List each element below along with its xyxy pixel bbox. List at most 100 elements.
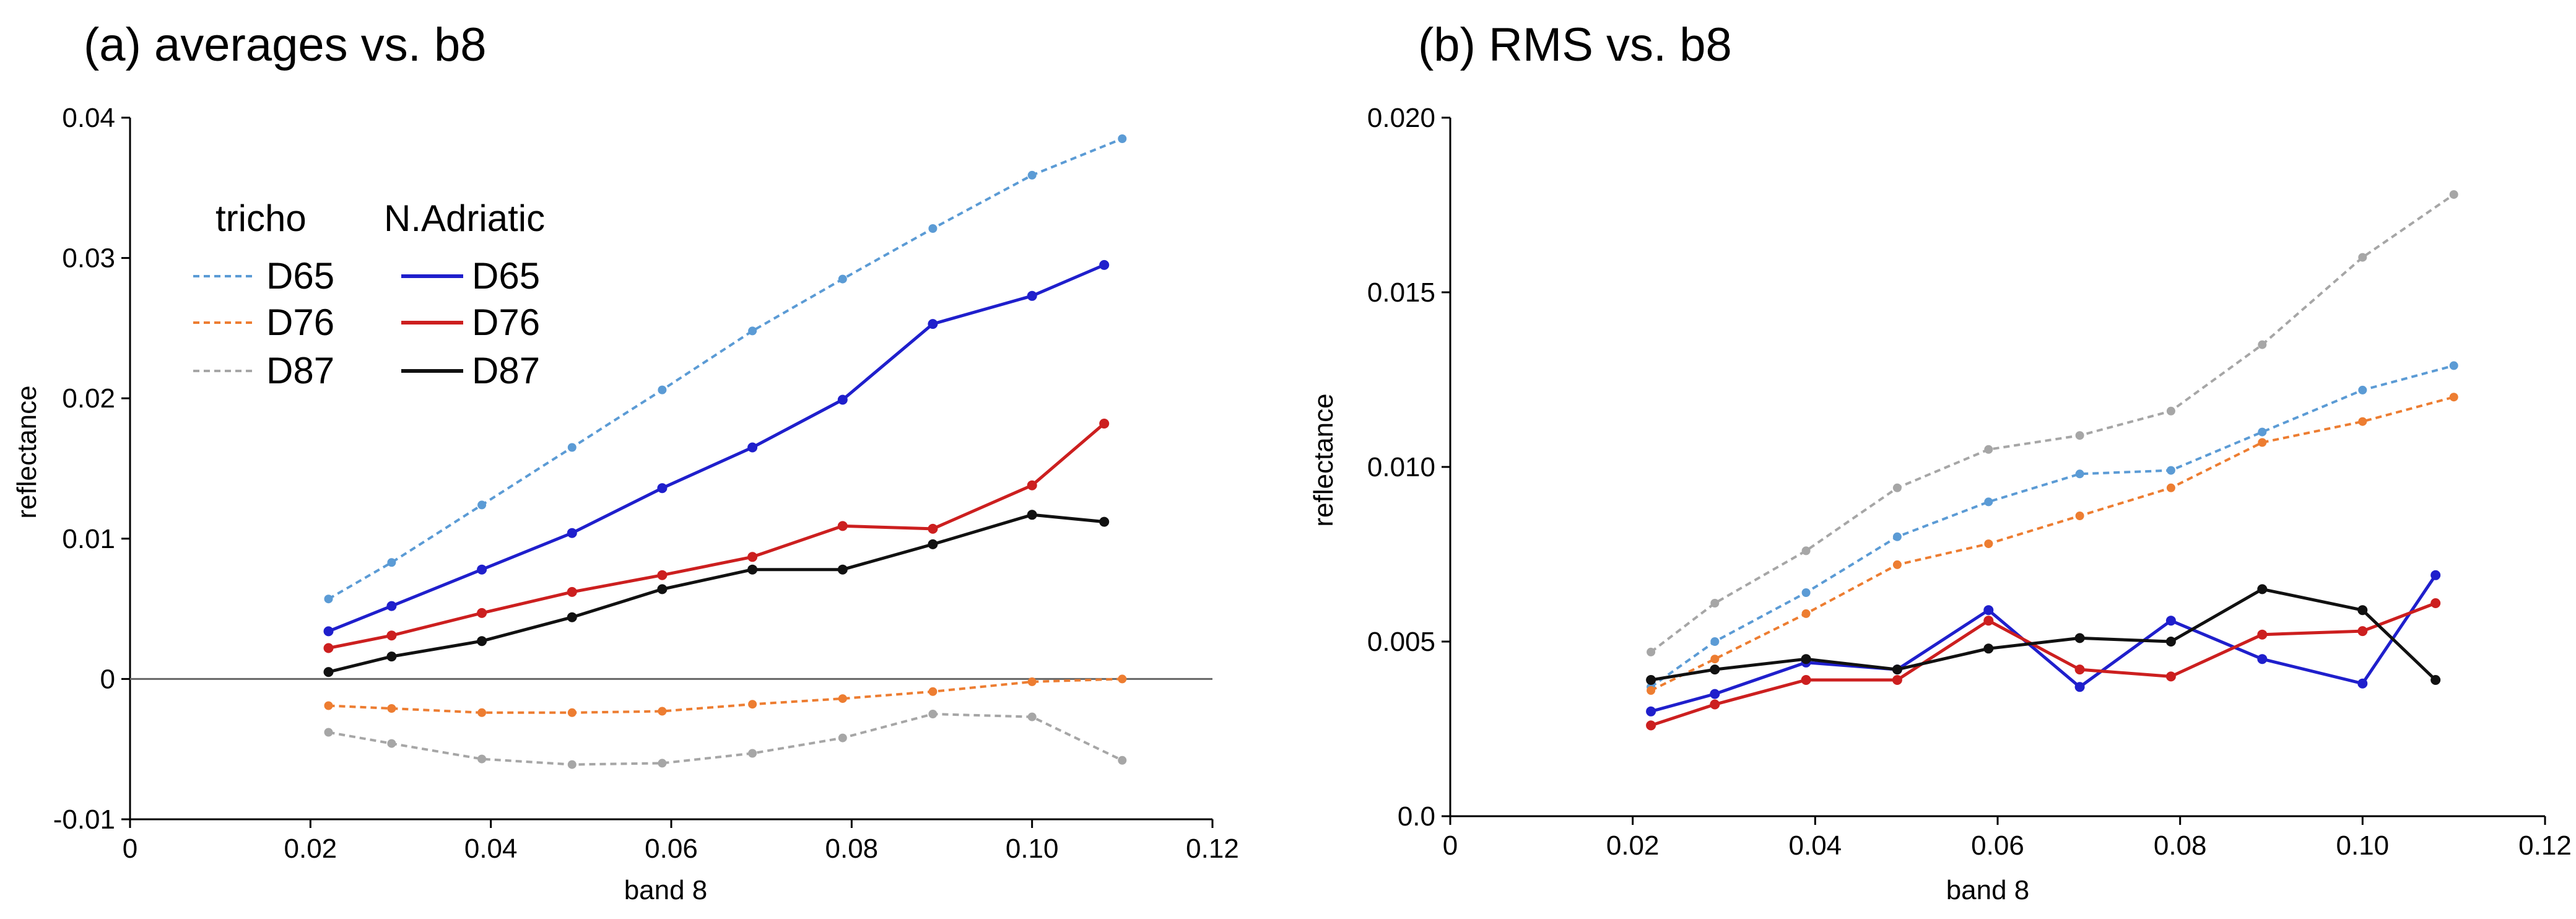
panel-a-point-n-adriatic-d76 — [477, 608, 487, 618]
panel-a-y-axis-label: reflectance — [12, 385, 42, 518]
panel-b-point-n-adriatic-d87 — [1983, 643, 1994, 654]
panel-b-point-tricho-d76 — [1710, 655, 1720, 664]
panel-a-point-n-adriatic-d87 — [928, 539, 938, 549]
panel-b-point-n-adriatic-d87 — [1801, 654, 1811, 664]
panel-b-point-n-adriatic-d76 — [2357, 626, 2368, 637]
panel-b-point-tricho-d76 — [2166, 483, 2175, 492]
panel-b-point-tricho-d65 — [1710, 637, 1720, 646]
panel-b-point-tricho-d87 — [2166, 406, 2175, 416]
panel-b-point-tricho-d76 — [2449, 393, 2458, 402]
panel-b-x-tick-label: 0.02 — [1606, 830, 1660, 861]
panel-b-point-n-adriatic-d87 — [2430, 675, 2441, 685]
panel-a-point-tricho-d76 — [1027, 677, 1037, 686]
panel-b-point-n-adriatic-d87 — [1710, 664, 1720, 675]
panel-b-point-tricho-d76 — [1984, 539, 1993, 549]
panel-b-point-n-adriatic-d87 — [1646, 675, 1656, 685]
panel-b-point-n-adriatic-d65 — [1983, 605, 1994, 616]
panel-a-line-tricho-d76 — [328, 677, 1123, 714]
panel-a-x-tick-label: 0.04 — [464, 834, 518, 864]
panel-a-line-tricho-d65 — [328, 137, 1123, 600]
panel-a-x-axis-label: band 8 — [624, 875, 708, 905]
panel-a-x-tick-label: 0 — [123, 834, 137, 864]
panel-a-x-tick-label: 0.02 — [284, 834, 337, 864]
panel-b-point-n-adriatic-d76 — [1710, 699, 1720, 710]
panel-a-point-n-adriatic-d76 — [386, 630, 397, 641]
panel-b-point-tricho-d65 — [2449, 361, 2458, 370]
panel-a-x-tick-label: 0.08 — [825, 834, 879, 864]
legend-label-nadriatic-d65: D65 — [472, 255, 540, 297]
panel-a-point-tricho-d76 — [838, 694, 847, 703]
panel-b-point-n-adriatic-d87 — [2357, 605, 2368, 616]
panel-a-point-tricho-d65 — [1118, 134, 1127, 143]
panel-a-point-n-adriatic-d65 — [837, 394, 848, 405]
panel-b-point-n-adriatic-d87 — [1892, 664, 1902, 675]
panel-b-point-n-adriatic-d76 — [1983, 616, 1994, 626]
panel-b-point-n-adriatic-d65 — [2430, 570, 2441, 580]
panel-b-point-n-adriatic-d65 — [2357, 678, 2368, 689]
panel-a-title: (a) averages vs. b8 — [84, 19, 487, 71]
panel-rms: (b) RMS vs. b8 band 8 reflectance 0.00.0… — [1308, 19, 2572, 905]
panel-b-point-n-adriatic-d87 — [2257, 584, 2268, 595]
panel-a-point-tricho-d87 — [748, 749, 757, 758]
panel-a-point-n-adriatic-d76 — [567, 586, 577, 597]
legend-title-nadriatic: N.Adriatic — [384, 198, 545, 239]
panel-a-point-tricho-d87 — [324, 728, 333, 737]
panel-b-point-n-adriatic-d65 — [2257, 654, 2268, 664]
panel-b-point-tricho-d65 — [1892, 532, 1902, 541]
panel-a-point-n-adriatic-d65 — [928, 319, 938, 329]
panel-b-point-n-adriatic-d76 — [2257, 629, 2268, 640]
panel-b-x-axis-label: band 8 — [1946, 875, 2030, 905]
panel-a-y-tick-label: 0.03 — [62, 243, 115, 274]
panel-a-point-tricho-d87 — [477, 754, 487, 764]
panel-b-point-tricho-d87 — [1801, 546, 1811, 555]
panel-a-point-n-adriatic-d76 — [837, 521, 848, 531]
panel-a-point-n-adriatic-d65 — [386, 601, 397, 611]
panel-b-point-n-adriatic-d76 — [2430, 598, 2441, 608]
panel-a-x-tick-label: 0.06 — [645, 834, 698, 864]
panel-b-point-tricho-d87 — [1710, 599, 1720, 608]
panel-a-point-n-adriatic-d87 — [477, 636, 487, 647]
panel-a-axes: -0.01 0 0.01 0.02 0.03 0.04 0 0.02 0.04 0.06 0.08 0… — [53, 103, 1239, 864]
panel-b-point-n-adriatic-d76 — [1892, 675, 1902, 685]
panel-b-point-tricho-d76 — [2358, 417, 2367, 426]
panel-b-line-tricho-d65 — [1650, 364, 2455, 688]
panel-a-point-n-adriatic-d87 — [747, 564, 758, 575]
legend-title-tricho: tricho — [215, 198, 307, 239]
legend-label-tricho-d76: D76 — [266, 302, 334, 343]
panel-a-point-tricho-d76 — [748, 700, 757, 709]
legend-label-nadriatic-d87: D87 — [472, 350, 540, 391]
panel-a-point-tricho-d76 — [477, 708, 487, 717]
panel-b-y-axis-label: reflectance — [1308, 393, 1339, 526]
panel-a-line-n-adriatic-d87 — [328, 513, 1105, 674]
panel-b-point-tricho-d87 — [2358, 253, 2367, 262]
panel-a-point-tricho-d65 — [387, 558, 396, 567]
panel-a-line-tricho-d87 — [328, 713, 1123, 766]
panel-b-point-n-adriatic-d65 — [1710, 689, 1720, 699]
panel-a-point-tricho-d65 — [1027, 170, 1037, 180]
panel-a-x-tick-label: 0.10 — [1006, 834, 1059, 864]
panel-b-point-tricho-d65 — [1984, 497, 1993, 507]
panel-b-x-tick-label: 0.12 — [2518, 830, 2572, 861]
panel-a-line-n-adriatic-d65 — [328, 263, 1105, 633]
panel-a-point-n-adriatic-d65 — [567, 528, 577, 538]
panel-b-y-tick-label: 0.0 — [1398, 801, 1435, 832]
panel-b-point-tricho-d76 — [2075, 512, 2084, 520]
panel-b-point-tricho-d87 — [2258, 340, 2267, 349]
panel-a-point-tricho-d65 — [658, 385, 667, 394]
panel-b-series — [1646, 190, 2458, 731]
panel-a-point-n-adriatic-d87 — [323, 667, 334, 677]
panel-b-point-n-adriatic-d65 — [2074, 682, 2085, 692]
panel-a-y-tick-label: 0.04 — [62, 103, 115, 133]
panel-b-point-tricho-d76 — [1647, 686, 1656, 695]
panel-a-point-n-adriatic-d87 — [657, 584, 668, 595]
panel-a-point-tricho-d65 — [477, 500, 487, 510]
legend-label-tricho-d87: D87 — [266, 350, 334, 391]
panel-a-point-n-adriatic-d65 — [477, 564, 487, 575]
panel-a-point-tricho-d76 — [567, 708, 577, 717]
panel-a-point-n-adriatic-d87 — [567, 612, 577, 622]
panel-b-point-tricho-d76 — [1801, 609, 1811, 618]
panel-b-point-tricho-d87 — [1892, 483, 1902, 492]
legend: tricho N.Adriatic D65 D76 D87 D65 D76 D8… — [193, 198, 545, 391]
panel-a-point-n-adriatic-d65 — [657, 483, 668, 494]
panel-b-line-n-adriatic-d76 — [1650, 601, 2437, 727]
